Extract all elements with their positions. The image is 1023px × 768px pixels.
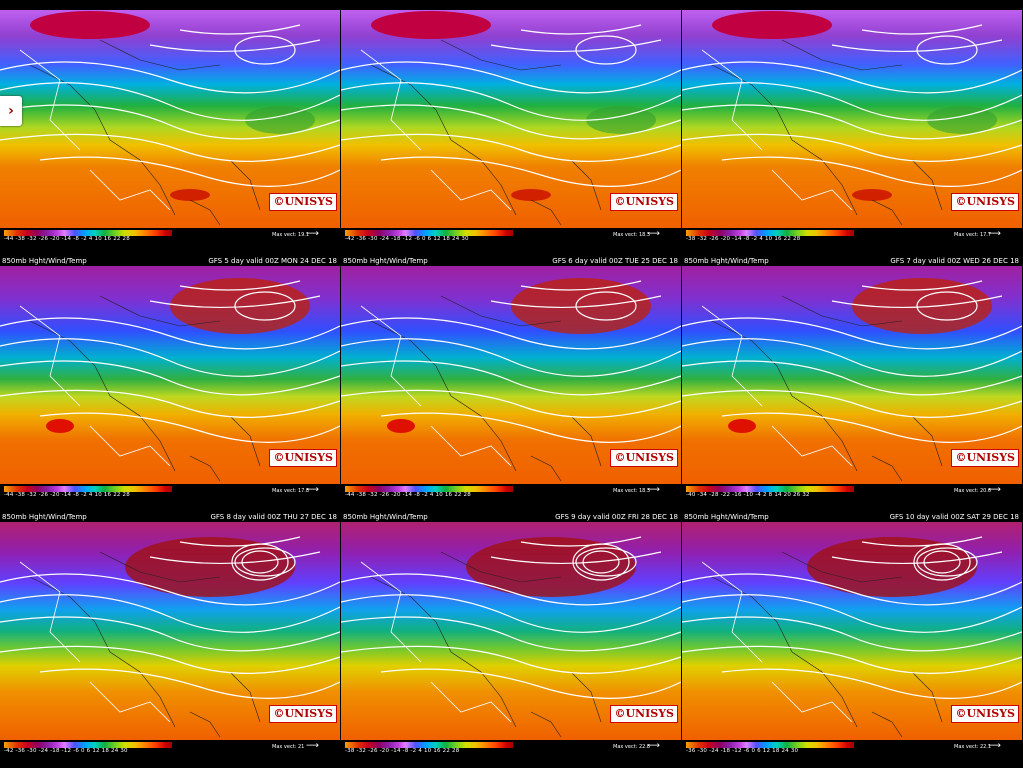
max-vector: Max vect: 18.3 xyxy=(613,232,651,238)
color-scale: -42 -36 -30 -24 -18 -12 -6 0 6 12 18 24 … xyxy=(341,228,681,256)
scale-ticks: -40 -34 -28 -22 -16 -10 -4 2 8 14 20 26 … xyxy=(686,492,810,498)
max-vector: Max vect: 17.8 xyxy=(272,488,310,494)
vector-arrow-icon: ⟶ xyxy=(988,741,1001,751)
vector-arrow-icon: ⟶ xyxy=(306,741,319,751)
panel-header: 850mb Hght/Wind/Temp GFS 10 day valid 00Z… xyxy=(682,512,1022,522)
scale-ticks: -42 -36 -30 -24 -18 -12 -6 0 6 12 18 24 … xyxy=(4,748,128,754)
scale-ticks: -38 -32 -26 -20 -14 -8 -2 4 10 16 22 28 xyxy=(686,236,801,242)
panel-header: 850mb Hght/Wind/Temp GFS 6 day valid 00Z … xyxy=(341,256,681,266)
panel-header xyxy=(341,0,681,10)
vector-arrow-icon: ⟶ xyxy=(647,741,660,751)
max-vector: Max vect: 21 xyxy=(272,744,305,750)
vector-arrow-icon: ⟶ xyxy=(306,229,319,239)
vector-arrow-icon: ⟶ xyxy=(988,229,1001,239)
panel-header xyxy=(0,0,340,10)
scale-ticks: -36 -30 -24 -18 -12 -6 0 6 12 18 24 30 xyxy=(686,748,799,754)
color-scale: -44 -38 -32 -26 -20 -14 -8 -2 4 10 16 22… xyxy=(0,484,340,512)
panel-title: 850mb Hght/Wind/Temp xyxy=(2,513,87,521)
unisys-logo: ©UNISYS xyxy=(951,705,1019,723)
max-vector: Max vect: 20.6 xyxy=(954,488,992,494)
panel-header: 850mb Hght/Wind/Temp GFS 8 day valid 00Z … xyxy=(0,512,340,522)
next-arrow-button[interactable]: › xyxy=(0,96,22,126)
unisys-logo: ©UNISYS xyxy=(269,705,337,723)
color-scale: -40 -34 -28 -22 -16 -10 -4 2 8 14 20 26 … xyxy=(682,484,1022,512)
panel-title: 850mb Hght/Wind/Temp xyxy=(343,513,428,521)
forecast-panel-7[interactable]: 850mb Hght/Wind/Temp GFS 8 day valid 00Z … xyxy=(0,512,340,768)
scale-bar xyxy=(4,742,172,748)
color-scale: -38 -32 -26 -20 -14 -8 -2 4 10 16 22 28 M… xyxy=(341,740,681,768)
scale-bar xyxy=(686,230,854,236)
panel-valid-time: GFS 6 day valid 00Z TUE 25 DEC 18 xyxy=(552,257,678,265)
vector-arrow-icon: ⟶ xyxy=(306,485,319,495)
color-scale: -44 -38 -32 -26 -20 -14 -8 -2 4 10 16 22… xyxy=(341,484,681,512)
scale-bar xyxy=(345,486,513,492)
max-vector: Max vect: 18.3 xyxy=(613,488,651,494)
color-scale: -44 -38 -32 -26 -20 -14 -8 -2 4 10 16 22… xyxy=(0,228,340,256)
scale-bar xyxy=(686,742,854,748)
color-scale: -38 -32 -26 -20 -14 -8 -2 4 10 16 22 28 M… xyxy=(682,228,1022,256)
unisys-logo: ©UNISYS xyxy=(269,449,337,467)
color-scale: -36 -30 -24 -18 -12 -6 0 6 12 18 24 30 Ma… xyxy=(682,740,1022,768)
panel-valid-time: GFS 7 day valid 00Z WED 26 DEC 18 xyxy=(890,257,1019,265)
vector-arrow-icon: ⟶ xyxy=(647,485,660,495)
panel-title: 850mb Hght/Wind/Temp xyxy=(343,257,428,265)
forecast-panel-3[interactable]: ©UNISYS -38 -32 -26 -20 -14 -8 -2 4 10 1… xyxy=(682,0,1022,256)
panel-header: 850mb Hght/Wind/Temp GFS 9 day valid 00Z … xyxy=(341,512,681,522)
unisys-logo: ©UNISYS xyxy=(951,193,1019,211)
panel-valid-time: GFS 9 day valid 00Z FRI 28 DEC 18 xyxy=(555,513,678,521)
panel-valid-time: GFS 8 day valid 00Z THU 27 DEC 18 xyxy=(210,513,337,521)
scale-ticks: -42 -36 -30 -24 -18 -12 -6 0 6 12 18 24 … xyxy=(345,236,469,242)
scale-ticks: -44 -38 -32 -26 -20 -14 -8 -2 4 10 16 22… xyxy=(4,492,130,498)
max-vector: Max vect: 19.1 xyxy=(272,232,310,238)
forecast-panel-5[interactable]: 850mb Hght/Wind/Temp GFS 6 day valid 00Z … xyxy=(341,256,681,512)
scale-ticks: -44 -38 -32 -26 -20 -14 -8 -2 4 10 16 22… xyxy=(345,492,471,498)
forecast-panel-2[interactable]: ©UNISYS -42 -36 -30 -24 -18 -12 -6 0 6 1… xyxy=(341,0,681,256)
forecast-panel-4[interactable]: 850mb Hght/Wind/Temp GFS 5 day valid 00Z … xyxy=(0,256,340,512)
scale-bar xyxy=(686,486,854,492)
panel-title: 850mb Hght/Wind/Temp xyxy=(2,257,87,265)
unisys-logo: ©UNISYS xyxy=(951,449,1019,467)
panel-header: 850mb Hght/Wind/Temp GFS 7 day valid 00Z … xyxy=(682,256,1022,266)
panel-valid-time: GFS 10 day valid 00Z SAT 29 DEC 18 xyxy=(889,513,1019,521)
scale-bar xyxy=(345,230,513,236)
scale-bar xyxy=(345,742,513,748)
forecast-panel-8[interactable]: 850mb Hght/Wind/Temp GFS 9 day valid 00Z … xyxy=(341,512,681,768)
panel-header: 850mb Hght/Wind/Temp GFS 5 day valid 00Z … xyxy=(0,256,340,266)
panel-valid-time: GFS 5 day valid 00Z MON 24 DEC 18 xyxy=(208,257,337,265)
max-vector: Max vect: 17.7 xyxy=(954,232,992,238)
max-vector: Max vect: 22.1 xyxy=(954,744,992,750)
scale-bar xyxy=(4,486,172,492)
vector-arrow-icon: ⟶ xyxy=(647,229,660,239)
color-scale: -42 -36 -30 -24 -18 -12 -6 0 6 12 18 24 … xyxy=(0,740,340,768)
scale-bar xyxy=(4,230,172,236)
forecast-panel-1[interactable]: ©UNISYS -44 -38 -32 -26 -20 -14 -8 -2 4 … xyxy=(0,0,340,256)
unisys-logo: ©UNISYS xyxy=(269,193,337,211)
forecast-panel-6[interactable]: 850mb Hght/Wind/Temp GFS 7 day valid 00Z … xyxy=(682,256,1022,512)
scale-ticks: -44 -38 -32 -26 -20 -14 -8 -2 4 10 16 22… xyxy=(4,236,130,242)
unisys-logo: ©UNISYS xyxy=(610,193,678,211)
panel-title: 850mb Hght/Wind/Temp xyxy=(684,257,769,265)
panel-header xyxy=(682,0,1022,10)
max-vector: Max vect: 22.8 xyxy=(613,744,651,750)
forecast-panel-9[interactable]: 850mb Hght/Wind/Temp GFS 10 day valid 00Z… xyxy=(682,512,1022,768)
unisys-logo: ©UNISYS xyxy=(610,449,678,467)
unisys-logo: ©UNISYS xyxy=(610,705,678,723)
vector-arrow-icon: ⟶ xyxy=(988,485,1001,495)
panel-title: 850mb Hght/Wind/Temp xyxy=(684,513,769,521)
scale-ticks: -38 -32 -26 -20 -14 -8 -2 4 10 16 22 28 xyxy=(345,748,460,754)
